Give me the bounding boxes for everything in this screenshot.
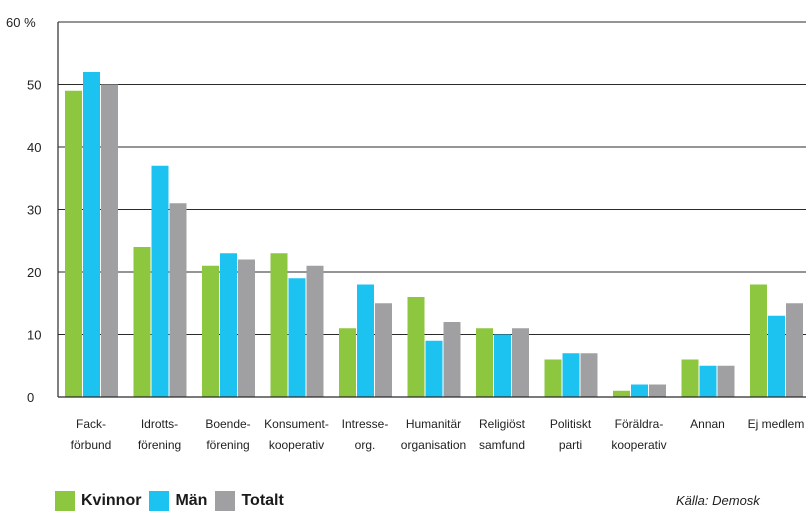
category-label: Ej medlem xyxy=(748,417,805,431)
bar-totalt xyxy=(786,303,803,397)
bar-kvinnor xyxy=(750,284,767,397)
y-tick-label: 10 xyxy=(27,328,41,343)
bar-totalt xyxy=(512,328,529,397)
y-tick-label: 30 xyxy=(27,203,41,218)
category-label: Boende-förening xyxy=(205,417,250,452)
bar-kvinnor xyxy=(270,253,288,397)
bar-man xyxy=(220,253,237,397)
bar-totalt xyxy=(717,365,735,397)
bar-totalt xyxy=(443,322,461,397)
y-tick-label: 0 xyxy=(27,390,34,405)
bar-totalt xyxy=(306,265,324,397)
category-labels: Fack-förbund Idrotts-förening Boende-fören… xyxy=(71,417,805,452)
bar-man xyxy=(151,165,169,397)
bar-kvinnor xyxy=(65,90,82,397)
bar-kvinnor xyxy=(613,390,630,397)
bar-kvinnor xyxy=(133,247,151,397)
category-label: Idrotts-förening xyxy=(138,417,181,452)
bars xyxy=(65,72,803,397)
legend-swatch-kvinnor xyxy=(55,491,75,511)
bar-totalt xyxy=(580,353,598,397)
category-label: Politiskt parti xyxy=(550,417,592,452)
bar-man xyxy=(83,72,100,397)
bar-man xyxy=(357,284,374,397)
legend-item-kvinnor: Kvinnor xyxy=(55,491,141,511)
bar-man xyxy=(631,384,648,397)
source-note: Källa: Demosk xyxy=(676,493,760,508)
category-label: Humanitär organisation xyxy=(401,417,466,452)
bar-kvinnor xyxy=(476,328,493,397)
bar-totalt xyxy=(375,303,392,397)
bar-man xyxy=(562,353,580,397)
y-unit-label: 60 % xyxy=(6,15,36,30)
category-label: Föräldra-kooperativ xyxy=(611,417,666,452)
category-label: Fack-förbund xyxy=(71,417,112,452)
category-label: Annan xyxy=(690,417,725,431)
legend-label-kvinnor: Kvinnor xyxy=(81,492,142,509)
bar-totalt xyxy=(101,84,118,397)
bar-man xyxy=(768,315,785,397)
bar-totalt xyxy=(169,203,187,397)
legend-swatch-totalt xyxy=(215,491,236,511)
legend-item-man: Män xyxy=(149,491,207,511)
bar-man xyxy=(494,334,511,397)
legend-item-totalt: Totalt xyxy=(215,491,284,511)
category-label: Religiöst samfund xyxy=(479,417,526,452)
category-label: Konsument-kooperativ xyxy=(264,417,329,452)
bar-totalt xyxy=(238,259,255,397)
bar-kvinnor xyxy=(202,265,219,397)
category-label: Intresse-org. xyxy=(342,417,389,452)
legend-swatch-man xyxy=(149,491,170,511)
bar-kvinnor xyxy=(681,359,699,397)
bar-kvinnor xyxy=(407,297,425,397)
bar-man xyxy=(699,365,717,397)
bar-man xyxy=(288,278,306,397)
y-tick-label: 50 xyxy=(27,78,41,93)
y-tick-label: 40 xyxy=(27,140,41,155)
legend-label-totalt: Totalt xyxy=(241,492,284,509)
axes xyxy=(57,22,806,398)
y-tick-label: 20 xyxy=(27,265,41,280)
bar-man xyxy=(425,340,443,397)
bar-kvinnor xyxy=(544,359,562,397)
y-tick-labels: 0 10 20 30 40 50 60 % xyxy=(6,15,41,405)
bar-totalt xyxy=(649,384,666,397)
legend: Kvinnor Män Totalt xyxy=(55,489,292,513)
legend-label-man: Män xyxy=(175,492,208,509)
bar-kvinnor xyxy=(339,328,356,397)
